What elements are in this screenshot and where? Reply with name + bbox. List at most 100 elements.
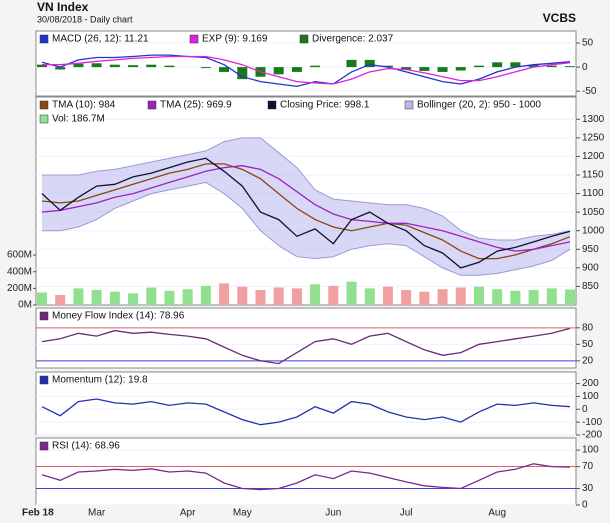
volume-bar [564, 289, 576, 305]
volume-bar [492, 289, 503, 305]
subtitle: 30/08/2018 - Daily chart [37, 14, 133, 24]
volume-bar [200, 285, 211, 305]
divergence-bar [346, 59, 357, 68]
bollinger-upper [42, 137, 571, 241]
legend-swatch [404, 100, 414, 110]
y-tick-label: 200 [582, 378, 599, 389]
divergence-bar [219, 67, 230, 72]
bollinger-lower [42, 181, 571, 276]
x-tick-label: Mar [88, 508, 106, 519]
divergence-bar [546, 65, 557, 68]
divergence-bar [237, 67, 248, 80]
divergence-bar [473, 65, 484, 68]
volume-bar [437, 289, 448, 305]
legend-swatch [299, 34, 309, 44]
volume-bar [255, 290, 266, 305]
y-tick-label: 70 [582, 461, 594, 472]
volume-bar [146, 287, 157, 305]
panel [35, 437, 577, 506]
y-tick-label: 0 [582, 500, 588, 511]
legend-label: Money Flow Index (14): 78.96 [52, 311, 185, 322]
divergence-bar [528, 64, 539, 68]
volume-bar [109, 291, 120, 305]
divergence-bar [273, 67, 284, 75]
legend-swatch [189, 34, 199, 44]
legend-swatch [39, 34, 49, 44]
volume-bar [55, 295, 66, 305]
divergence-bar [437, 67, 448, 72]
volume-bar [346, 281, 357, 305]
x-tick-label: May [233, 508, 252, 519]
volume-bar [164, 290, 175, 305]
volume-bar [328, 285, 339, 305]
y-tick-label: 30 [582, 483, 594, 494]
divergence-bar [73, 63, 84, 68]
volume-bar [382, 286, 393, 305]
divergence-bar [146, 64, 157, 68]
divergence-bar [401, 67, 412, 70]
legend-swatch [267, 100, 277, 110]
volume-bar [91, 290, 102, 305]
legend-label: Divergence: 2.037 [312, 34, 394, 45]
y-tick-label: 1150 [582, 170, 604, 181]
divergence-bar [564, 66, 576, 68]
volume-bar [310, 284, 321, 305]
y-tick-label: -50 [582, 86, 597, 97]
x-tick-label: Aug [488, 508, 506, 519]
volume-bar [291, 288, 302, 305]
volume-bar [219, 283, 230, 305]
divergence-bar [510, 62, 521, 68]
y-tick-label: 1300 [582, 114, 605, 125]
y-tick-label: 50 [582, 38, 594, 49]
divergence-bar [310, 65, 321, 68]
legend-label: RSI (14): 68.96 [52, 441, 120, 452]
y2-tick-label: 600M [7, 250, 32, 261]
y-tick-label: -100 [582, 417, 602, 428]
series-line [41, 54, 571, 88]
divergence-bar [455, 67, 466, 71]
divergence-bar [109, 64, 120, 68]
x-tick-label: Feb 18 [22, 508, 54, 519]
volume-bar [237, 286, 248, 305]
legend-swatch [39, 375, 49, 385]
y-tick-label: 100 [582, 391, 599, 402]
brand: VCBS [543, 11, 576, 25]
y-tick-label: 900 [582, 262, 599, 273]
y-tick-label: 950 [582, 244, 599, 255]
y-tick-label: 1050 [582, 207, 605, 218]
y-tick-label: 1000 [582, 225, 605, 236]
y2-tick-label: 200M [7, 283, 32, 294]
y-tick-label: 1100 [582, 188, 604, 199]
volume-bar [546, 288, 557, 305]
volume-bar [128, 293, 139, 305]
volume-bar [73, 288, 84, 305]
panel [35, 307, 577, 369]
volume-bar [401, 290, 412, 305]
y-tick-label: 50 [582, 339, 594, 350]
volume-bar [364, 288, 375, 305]
divergence-bar [164, 65, 175, 68]
legend-swatch [39, 114, 49, 124]
divergence-bar [200, 67, 211, 69]
divergence-bar [419, 67, 430, 71]
y-tick-label: 20 [582, 355, 594, 366]
legend-label: Closing Price: 998.1 [280, 100, 370, 111]
y-tick-label: -200 [582, 430, 602, 441]
x-tick-label: Jul [400, 508, 413, 519]
x-tick-label: Jun [325, 508, 341, 519]
legend-swatch [147, 100, 157, 110]
y2-tick-label: 400M [7, 266, 32, 277]
y-tick-label: 0 [582, 404, 588, 415]
divergence-bar [55, 67, 66, 70]
y-tick-label: 100 [582, 445, 599, 456]
volume-bar [510, 290, 521, 305]
volume-bar [455, 287, 466, 305]
series-line [41, 157, 571, 269]
divergence-bar [382, 65, 393, 68]
divergence-bar [291, 67, 302, 72]
legend-label: TMA (10): 984 [52, 100, 116, 111]
y2-tick-label: 0M [18, 300, 32, 311]
volume-bar [273, 287, 284, 305]
series-line [41, 165, 571, 252]
